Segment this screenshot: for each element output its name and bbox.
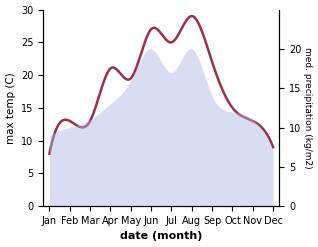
Y-axis label: med. precipitation (kg/m2): med. precipitation (kg/m2) (303, 47, 313, 169)
X-axis label: date (month): date (month) (120, 231, 203, 242)
Y-axis label: max temp (C): max temp (C) (5, 72, 16, 144)
